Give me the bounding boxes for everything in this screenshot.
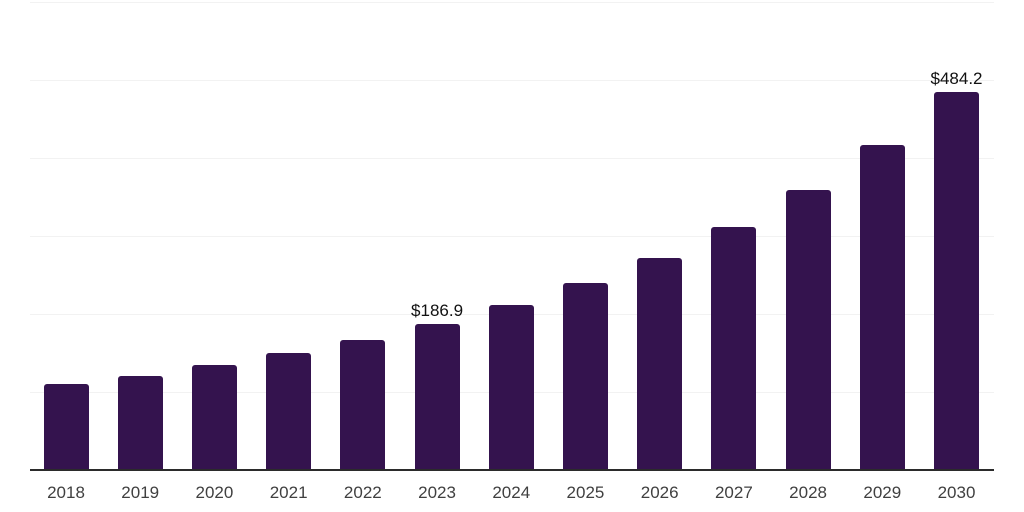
x-tick-label-2023: 2023: [418, 483, 456, 502]
data-label-2030: $484.2: [930, 69, 983, 89]
bar-2030: [934, 92, 979, 470]
bar-2028: [785, 190, 831, 470]
x-axis-line: [30, 469, 994, 471]
bar-2018: [43, 384, 89, 470]
x-tick-label-2027: 2027: [714, 483, 753, 502]
x-tick-label-2029: 2029: [863, 483, 902, 502]
gridline: [30, 158, 994, 159]
bar-2025: [562, 283, 608, 470]
bar-2020: [191, 364, 237, 470]
x-tick-label-2024: 2024: [492, 483, 531, 502]
x-tick-label-2019: 2019: [121, 483, 160, 502]
bar-2029: [859, 145, 905, 470]
bars-layer: $186.9 $484.2: [30, 2, 994, 470]
bar-2022: [340, 340, 386, 470]
x-tick-label-2025: 2025: [566, 483, 605, 502]
plot-area: $186.9 $484.2: [30, 2, 994, 471]
x-tick-label-2026: 2026: [640, 483, 679, 502]
bar-2024: [488, 305, 534, 470]
x-tick-label-2020: 2020: [195, 483, 234, 502]
bar-2019: [117, 376, 163, 470]
x-tick-label-2021: 2021: [269, 483, 308, 502]
gridline: [30, 2, 994, 3]
bar-2021: [266, 353, 312, 470]
bar-2027: [711, 227, 757, 470]
gridline: [30, 80, 994, 81]
x-tick-label-2030: 2030: [937, 483, 976, 502]
bar-2026: [637, 258, 683, 470]
x-tick-label-2018: 2018: [47, 483, 85, 502]
bar-2023: [414, 324, 460, 470]
x-tick-label-2022: 2022: [343, 483, 382, 502]
data-label-2023: $186.9: [411, 301, 464, 321]
gridline: [30, 236, 994, 237]
x-tick-label-2028: 2028: [789, 483, 827, 502]
